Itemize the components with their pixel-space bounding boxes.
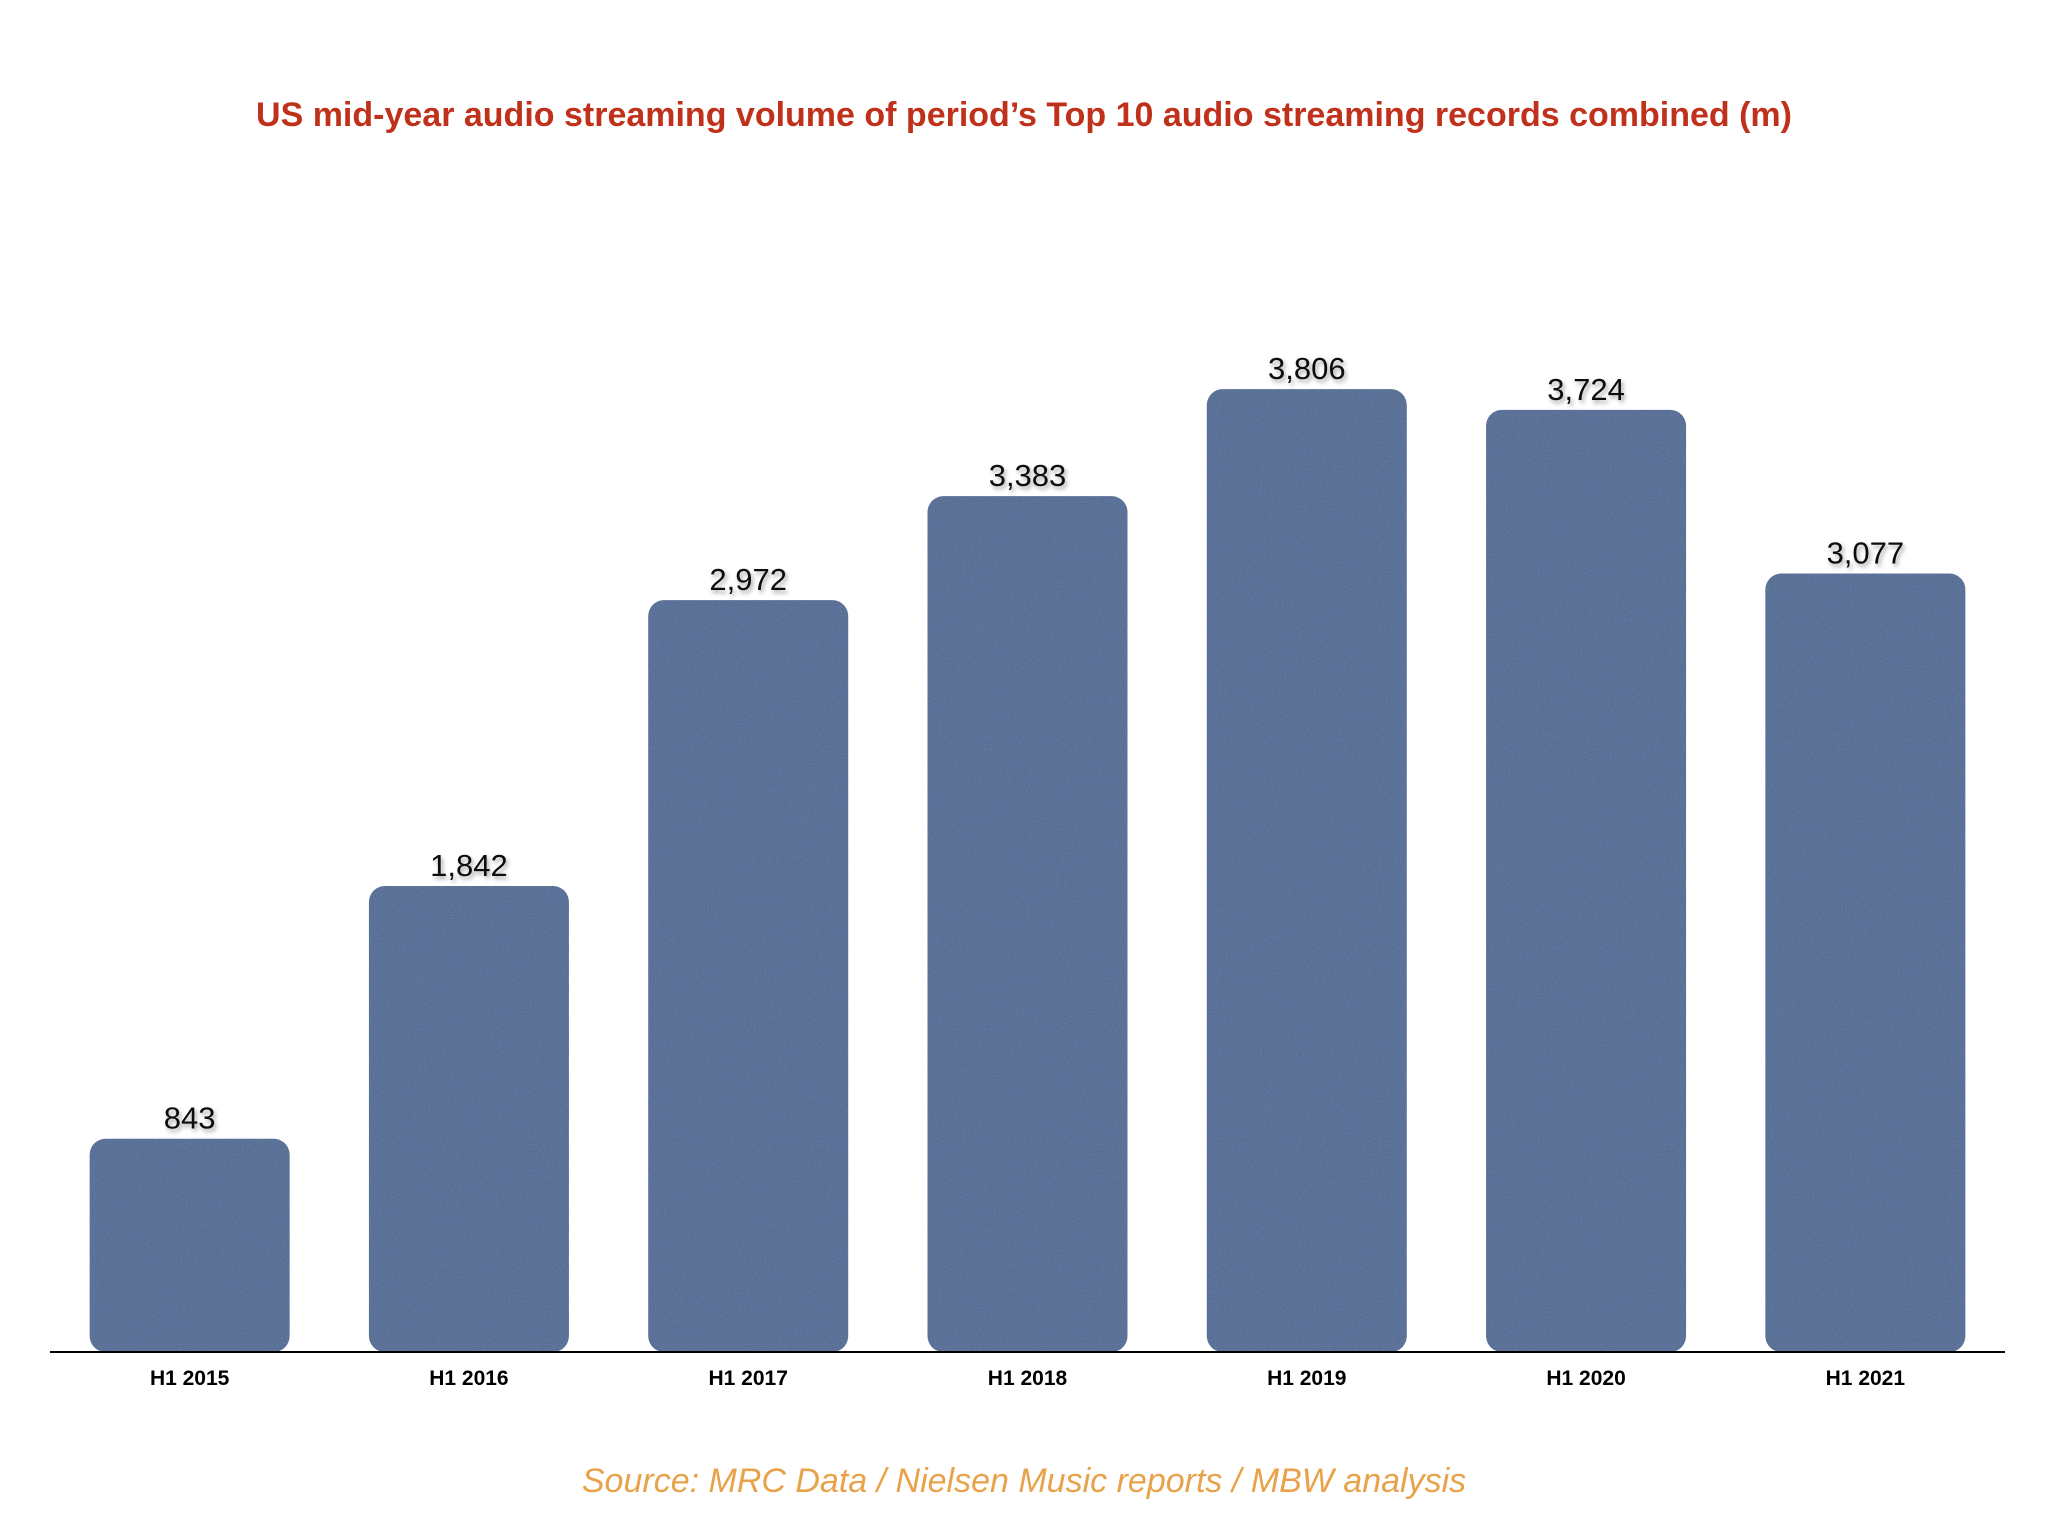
x-tick-label-h1-2016: H1 2016 <box>429 1367 508 1390</box>
x-tick-label-h1-2018: H1 2018 <box>988 1367 1068 1390</box>
bar-h1-2017 <box>648 600 849 1352</box>
x-tick-label-h1-2020: H1 2020 <box>1546 1367 1625 1390</box>
bar-h1-2020 <box>1486 409 1687 1352</box>
bar-h1-2015 <box>89 1138 290 1352</box>
x-tick-labels-group: H1 2015 H1 2016 H1 2017 H1 2018 H1 2019 H1 20… <box>150 1367 1905 1390</box>
x-tick-label-h1-2019: H1 2019 <box>1267 1367 1346 1390</box>
value-label-h1-2019: 3,806 <box>1268 351 1346 386</box>
value-label-h1-2015: 843 <box>164 1101 216 1136</box>
value-label-h1-2017: 2,972 <box>709 562 787 597</box>
value-label-h1-2020: 3,724 <box>1547 372 1625 407</box>
x-tick-label-h1-2021: H1 2021 <box>1826 1367 1906 1390</box>
bar-h1-2016 <box>368 885 569 1352</box>
bar-h1-2021 <box>1765 573 1966 1352</box>
x-tick-label-h1-2017: H1 2017 <box>709 1367 788 1390</box>
x-tick-label-h1-2015: H1 2015 <box>150 1367 230 1390</box>
bar-h1-2018 <box>927 496 1128 1352</box>
value-label-h1-2018: 3,383 <box>989 458 1067 493</box>
value-label-h1-2016: 1,842 <box>430 848 508 883</box>
bar-h1-2019 <box>1206 389 1407 1352</box>
chart-title: US mid-year audio streaming volume of pe… <box>256 96 1792 134</box>
bars-group <box>89 389 1966 1352</box>
chart-source-note: Source: MRC Data / Nielsen Music reports… <box>581 1462 1467 1500</box>
value-labels-group: 843 1,842 2,972 3,383 3,806 3,724 3,077 <box>164 351 1904 1136</box>
value-label-h1-2021: 3,077 <box>1827 536 1905 571</box>
